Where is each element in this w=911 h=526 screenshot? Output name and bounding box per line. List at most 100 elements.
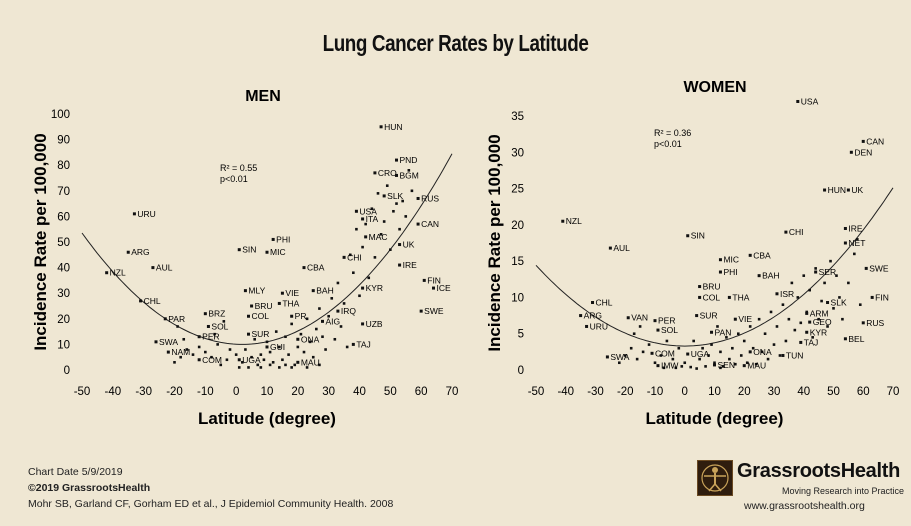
men-country-point xyxy=(277,301,281,305)
women-country-label: AUL xyxy=(613,243,630,253)
women-data-point xyxy=(618,361,621,365)
men-country-point xyxy=(419,309,423,313)
men-x-tick-label: 60 xyxy=(415,386,428,398)
women-data-point xyxy=(710,343,713,346)
women-country-label: SER xyxy=(819,267,836,277)
men-data-point xyxy=(382,220,386,223)
men-country-point xyxy=(395,173,398,177)
men-country-label: SLK xyxy=(387,191,403,201)
women-country-label: CAN xyxy=(866,136,884,146)
women-country-point xyxy=(748,253,752,257)
women-data-point xyxy=(745,361,749,365)
men-country-label: SUR xyxy=(252,329,270,339)
men-data-point xyxy=(364,222,367,226)
men-country-point xyxy=(105,271,109,275)
women-x-tick-label: 0 xyxy=(682,386,688,398)
women-country-point xyxy=(686,352,690,356)
men-data-point xyxy=(253,337,256,341)
women-y-tick-label: 10 xyxy=(511,292,524,304)
women-country-label: TUN xyxy=(786,350,803,360)
men-panel-title: MEN xyxy=(245,88,281,105)
men-country-label: SWE xyxy=(424,306,444,316)
men-data-point xyxy=(358,294,361,298)
men-country-label: TAJ xyxy=(356,339,370,349)
men-stat-p: p<0.01 xyxy=(220,174,248,184)
women-data-point xyxy=(701,346,704,350)
women-country-point xyxy=(656,328,660,332)
women-country-point xyxy=(823,188,827,192)
women-data-point xyxy=(671,357,675,361)
men-country-label: VIE xyxy=(285,288,299,298)
women-x-tick-label: 10 xyxy=(708,386,721,398)
women-data-point xyxy=(847,281,850,285)
men-data-point xyxy=(361,245,364,249)
men-country-point xyxy=(197,358,201,362)
men-data-point xyxy=(407,169,411,172)
men-data-point xyxy=(210,355,213,359)
men-country-label: CHL xyxy=(144,296,161,306)
men-country-point xyxy=(336,309,340,313)
men-y-tick-label: 70 xyxy=(57,186,70,198)
women-data-point xyxy=(853,252,856,256)
women-data-point xyxy=(763,332,767,336)
men-x-tick-label: 50 xyxy=(384,386,397,398)
women-country-label: IRE xyxy=(848,223,863,233)
women-country-point xyxy=(713,363,716,367)
women-panel-title: WOMEN xyxy=(683,79,746,96)
women-stat-r2: R² = 0.36 xyxy=(654,128,691,138)
men-data-point xyxy=(305,366,309,369)
women-y-tick-label: 20 xyxy=(511,220,524,232)
men-y-tick-label: 100 xyxy=(51,109,70,121)
men-data-point xyxy=(299,332,303,336)
men-x-tick-label: -20 xyxy=(166,386,183,398)
men-data-point xyxy=(367,276,371,280)
women-country-label: VAN xyxy=(631,313,648,323)
men-x-tick-label: 40 xyxy=(353,386,366,398)
men-country-label: CRO xyxy=(378,168,397,178)
women-country-point xyxy=(653,319,657,323)
women-country-point xyxy=(698,295,702,299)
women-data-point xyxy=(832,307,835,310)
women-country-label: BAH xyxy=(762,271,779,281)
women-country-point xyxy=(579,314,583,318)
men-data-point xyxy=(311,355,315,359)
women-data-point xyxy=(748,325,752,328)
men-country-point xyxy=(296,360,300,364)
women-x-axis-title: Latitude (degree) xyxy=(646,409,784,428)
women-data-point xyxy=(781,303,785,306)
men-country-label: NZL xyxy=(110,268,126,278)
women-data-point xyxy=(787,317,791,321)
men-data-point xyxy=(287,353,290,356)
brand-name: GrassrootsHealth xyxy=(737,460,901,482)
women-country-label: SOL xyxy=(661,325,678,335)
women-country-point xyxy=(742,364,746,368)
women-data-point xyxy=(716,325,719,328)
men-country-label: URU xyxy=(137,209,155,219)
women-x-tick-label: 20 xyxy=(738,386,751,398)
men-country-point xyxy=(151,266,155,270)
men-country-point xyxy=(203,312,207,316)
women-data-point xyxy=(835,274,838,277)
women-country-label: SWE xyxy=(869,263,889,273)
women-data-point xyxy=(778,354,782,357)
men-country-point xyxy=(265,345,269,349)
women-country-point xyxy=(775,292,779,296)
women-country-label: USA xyxy=(801,96,819,106)
men-y-axis-title: Incidence Rate per 100,000 xyxy=(31,133,50,350)
men-country-label: MAC xyxy=(369,232,388,242)
women-data-point xyxy=(757,317,761,321)
men-country-point xyxy=(382,194,386,198)
women-data-point xyxy=(734,362,737,366)
men-data-point xyxy=(348,253,352,257)
women-x-tick-label: 70 xyxy=(887,386,900,398)
women-country-label: UK xyxy=(851,185,863,195)
men-country-label: BRU xyxy=(255,301,273,311)
brand-url[interactable]: www.grassrootshealth.org xyxy=(744,500,865,512)
men-data-point xyxy=(185,348,189,351)
men-data-point xyxy=(228,348,232,351)
men-country-label: PER xyxy=(202,332,219,342)
men-x-tick-label: 20 xyxy=(291,386,304,398)
women-data-point xyxy=(739,354,743,357)
men-y-tick-label: 80 xyxy=(57,160,70,172)
